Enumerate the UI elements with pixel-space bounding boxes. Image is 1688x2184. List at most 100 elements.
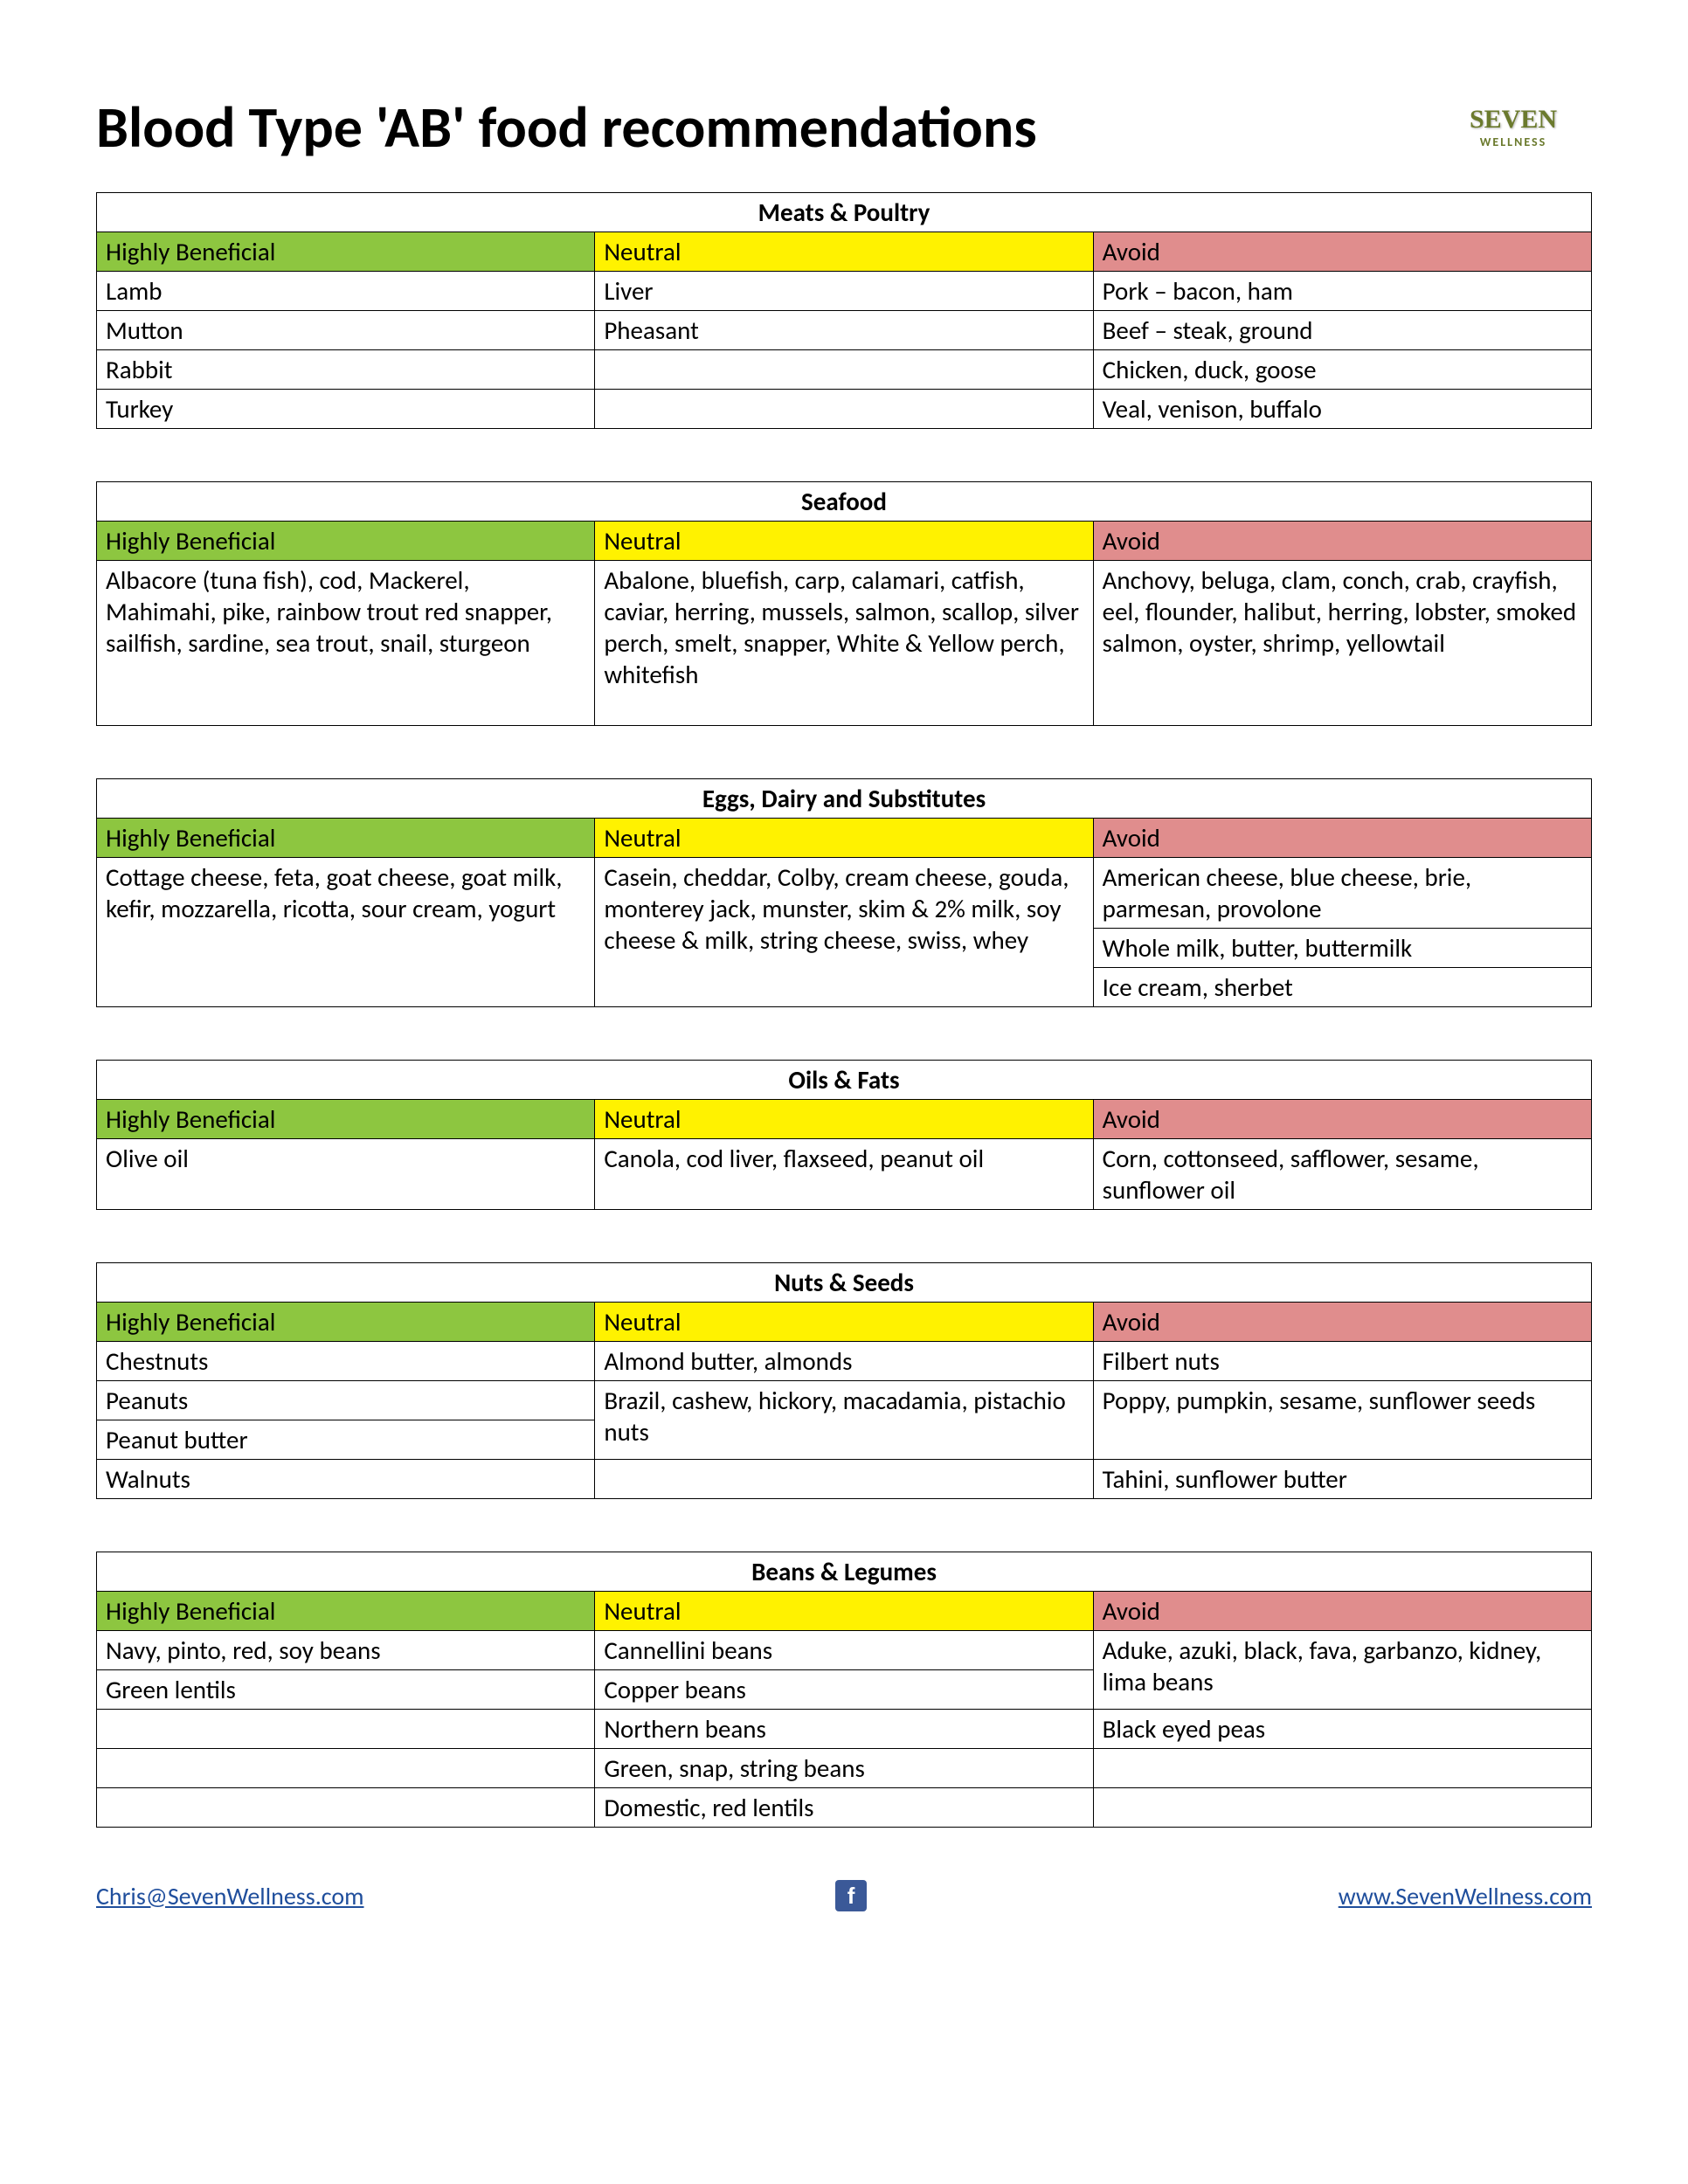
table-cell: Liver [595, 272, 1093, 311]
column-header-beneficial: Highly Beneficial [97, 522, 595, 561]
column-header-avoid: Avoid [1093, 522, 1591, 561]
category-title: Oils & Fats [97, 1061, 1592, 1100]
table-cell: Ice cream, sherbet [1093, 968, 1591, 1007]
table-cell: Albacore (tuna fish), cod, Mackerel, Mah… [97, 561, 595, 726]
table-cell: Walnuts [97, 1460, 595, 1499]
category-title: Meats & Poultry [97, 193, 1592, 232]
column-header-neutral: Neutral [595, 522, 1093, 561]
category-table: Nuts & SeedsHighly BeneficialNeutralAvoi… [96, 1262, 1592, 1499]
table-cell: Turkey [97, 390, 595, 429]
category-table: Oils & FatsHighly BeneficialNeutralAvoid… [96, 1060, 1592, 1210]
table-cell: Green lentils [97, 1670, 595, 1710]
column-header-avoid: Avoid [1093, 1592, 1591, 1631]
page-footer: Chris@SevenWellness.com f www.SevenWelln… [96, 1880, 1592, 1911]
table-cell [595, 1460, 1093, 1499]
table-cell: Canola, cod liver, flaxseed, peanut oil [595, 1139, 1093, 1210]
category-table: Beans & LegumesHighly BeneficialNeutralA… [96, 1552, 1592, 1828]
table-cell: Brazil, cashew, hickory, macadamia, pist… [595, 1381, 1093, 1460]
table-cell: Poppy, pumpkin, sesame, sunflower seeds [1093, 1381, 1591, 1460]
table-row: ChestnutsAlmond butter, almondsFilbert n… [97, 1342, 1592, 1381]
table-cell: Northern beans [595, 1710, 1093, 1749]
column-header-avoid: Avoid [1093, 1100, 1591, 1139]
column-header-avoid: Avoid [1093, 232, 1591, 272]
column-header-avoid: Avoid [1093, 1303, 1591, 1342]
logo: SEVEN WELLNESS [1435, 79, 1592, 175]
table-cell [97, 1749, 595, 1788]
table-cell: Domestic, red lentils [595, 1788, 1093, 1828]
table-row: Cottage cheese, feta, goat cheese, goat … [97, 858, 1592, 929]
table-cell: Corn, cottonseed, safflower, sesame, sun… [1093, 1139, 1591, 1210]
table-cell: Pork – bacon, ham [1093, 272, 1591, 311]
page-header: Blood Type 'AB' food recommendations SEV… [96, 79, 1592, 175]
table-row: Green, snap, string beans [97, 1749, 1592, 1788]
column-header-beneficial: Highly Beneficial [97, 819, 595, 858]
table-cell [595, 350, 1093, 390]
table-cell: American cheese, blue cheese, brie, parm… [1093, 858, 1591, 929]
table-cell: Green, snap, string beans [595, 1749, 1093, 1788]
logo-subtext: WELLNESS [1480, 135, 1547, 149]
column-header-beneficial: Highly Beneficial [97, 1100, 595, 1139]
column-header-beneficial: Highly Beneficial [97, 1592, 595, 1631]
category-title: Eggs, Dairy and Substitutes [97, 779, 1592, 819]
category-title: Seafood [97, 482, 1592, 522]
page-title: Blood Type 'AB' food recommendations [96, 92, 1037, 162]
category-title: Beans & Legumes [97, 1552, 1592, 1592]
table-cell: Filbert nuts [1093, 1342, 1591, 1381]
table-row: Olive oilCanola, cod liver, flaxseed, pe… [97, 1139, 1592, 1210]
table-cell: Anchovy, beluga, clam, conch, crab, cray… [1093, 561, 1591, 726]
table-cell: Whole milk, butter, buttermilk [1093, 929, 1591, 968]
category-table: Eggs, Dairy and SubstitutesHighly Benefi… [96, 778, 1592, 1007]
column-header-avoid: Avoid [1093, 819, 1591, 858]
table-row: LambLiverPork – bacon, ham [97, 272, 1592, 311]
table-cell [595, 390, 1093, 429]
tables-container: Meats & PoultryHighly BeneficialNeutralA… [96, 192, 1592, 1828]
table-cell [1093, 1788, 1591, 1828]
column-header-beneficial: Highly Beneficial [97, 232, 595, 272]
table-cell: Lamb [97, 272, 595, 311]
category-table: Meats & PoultryHighly BeneficialNeutralA… [96, 192, 1592, 429]
table-row: MuttonPheasantBeef – steak, ground [97, 311, 1592, 350]
table-cell: Chicken, duck, goose [1093, 350, 1591, 390]
table-cell: Olive oil [97, 1139, 595, 1210]
footer-email-link[interactable]: Chris@SevenWellness.com [96, 1881, 364, 1911]
table-cell [97, 1788, 595, 1828]
table-cell: Abalone, bluefish, carp, calamari, catfi… [595, 561, 1093, 726]
table-cell: Tahini, sunflower butter [1093, 1460, 1591, 1499]
table-cell: Rabbit [97, 350, 595, 390]
logo-text: SEVEN [1470, 105, 1557, 135]
column-header-neutral: Neutral [595, 1100, 1093, 1139]
column-header-neutral: Neutral [595, 1303, 1093, 1342]
table-row: Turkey Veal, venison, buffalo [97, 390, 1592, 429]
column-header-neutral: Neutral [595, 1592, 1093, 1631]
table-cell: Chestnuts [97, 1342, 595, 1381]
table-row: PeanutsBrazil, cashew, hickory, macadami… [97, 1381, 1592, 1420]
table-row: Walnuts Tahini, sunflower butter [97, 1460, 1592, 1499]
category-title: Nuts & Seeds [97, 1263, 1592, 1303]
table-cell: Peanut butter [97, 1420, 595, 1460]
table-cell: Peanuts [97, 1381, 595, 1420]
table-cell: Black eyed peas [1093, 1710, 1591, 1749]
table-cell: Casein, cheddar, Colby, cream cheese, go… [595, 858, 1093, 1007]
column-header-neutral: Neutral [595, 819, 1093, 858]
table-cell: Navy, pinto, red, soy beans [97, 1631, 595, 1670]
table-cell: Pheasant [595, 311, 1093, 350]
table-row: Rabbit Chicken, duck, goose [97, 350, 1592, 390]
column-header-beneficial: Highly Beneficial [97, 1303, 595, 1342]
table-cell: Cottage cheese, feta, goat cheese, goat … [97, 858, 595, 1007]
table-cell: Cannellini beans [595, 1631, 1093, 1670]
table-row: Navy, pinto, red, soy beansCannellini be… [97, 1631, 1592, 1670]
table-cell: Aduke, azuki, black, fava, garbanzo, kid… [1093, 1631, 1591, 1710]
footer-website-link[interactable]: www.SevenWellness.com [1339, 1881, 1592, 1911]
table-cell: Almond butter, almonds [595, 1342, 1093, 1381]
column-header-neutral: Neutral [595, 232, 1093, 272]
table-cell: Beef – steak, ground [1093, 311, 1591, 350]
table-cell [97, 1710, 595, 1749]
table-row: Domestic, red lentils [97, 1788, 1592, 1828]
table-row: Northern beansBlack eyed peas [97, 1710, 1592, 1749]
facebook-icon[interactable]: f [835, 1880, 867, 1911]
table-cell: Mutton [97, 311, 595, 350]
table-cell: Copper beans [595, 1670, 1093, 1710]
category-table: SeafoodHighly BeneficialNeutralAvoid Alba… [96, 481, 1592, 726]
table-cell: Veal, venison, buffalo [1093, 390, 1591, 429]
table-cell [1093, 1749, 1591, 1788]
